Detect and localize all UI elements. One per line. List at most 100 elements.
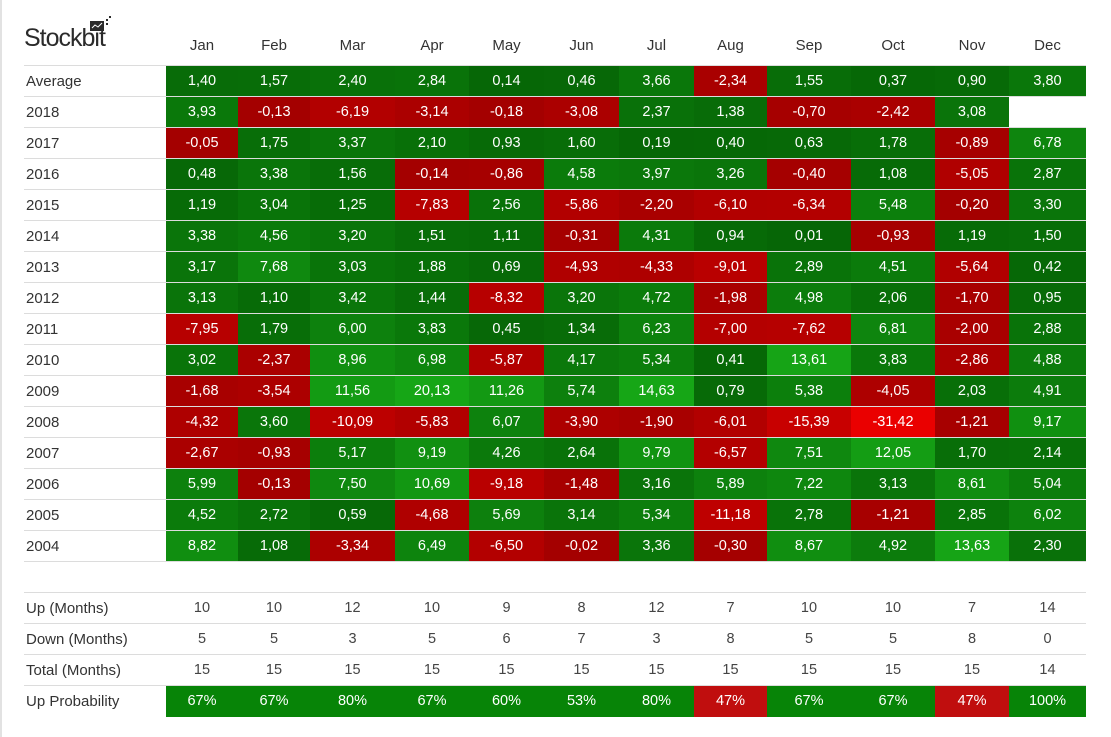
stat-row-cell-mar: 3: [348, 631, 357, 647]
heatmap-row-cell-nov: -2,00: [935, 314, 1009, 345]
heatmap-row-cell-mar: -6,19: [310, 97, 395, 128]
heatmap-row-cell-jul: -1,90: [619, 407, 694, 438]
heatmap-row-cell-jun: -4,93: [544, 252, 619, 283]
heatmap-row-cell-jun: -0,02: [544, 531, 619, 562]
heatmap-row-cell-mar: 1,25: [310, 190, 395, 221]
heatmap-row-cell-jul: 5,34: [619, 345, 694, 376]
heatmap-row-cell-mar: 1,56: [310, 159, 395, 190]
heatmap-row-cell-may: 1,11: [469, 221, 544, 252]
heatmap-row-cell-mar: 6,00: [310, 314, 395, 345]
stockbit-logo: Stockbit: [24, 16, 111, 54]
stat-row-cell-jan: 5: [197, 631, 207, 647]
heatmap-row-cell-jun: -3,90: [544, 407, 619, 438]
heatmap-row-cell-dec: 2,30: [1009, 531, 1086, 562]
heatmap-row-label: 2007: [26, 445, 60, 462]
heatmap-row-cell-feb: 3,60: [238, 407, 310, 438]
heatmap-row-cell-oct: -1,21: [851, 500, 935, 531]
heatmap-row-cell-may: -5,87: [469, 345, 544, 376]
heatmap-row: 2013 3,17 7,68 3,03 1,88 0,69 -4,93 -4,33 -9,01 2…: [24, 251, 1086, 283]
heatmap-row-label: 2013: [26, 259, 60, 276]
heatmap-row-cell-jul: 5,34: [619, 500, 694, 531]
heatmap-row-cell-apr: -7,83: [395, 190, 469, 221]
heatmap-row-cell-dec: 1,50: [1009, 221, 1086, 252]
heatmap-row-cell-feb: -0,93: [238, 438, 310, 469]
up-probability-row: Up Probability 67% 67% 80% 67% 60% 53% 80% 47% 67…: [24, 685, 1086, 717]
heatmap-row-cell-nov: 3,08: [935, 97, 1009, 128]
heatmap-row: 2010 3,02 -2,37 8,96 6,98 -5,87 4,17 5,34 0,41 13…: [24, 344, 1086, 376]
heatmap-row-cell-aug: 1,38: [694, 97, 767, 128]
heatmap-row-cell-jun: 2,64: [544, 438, 619, 469]
heatmap-row-cell-jul: 3,16: [619, 469, 694, 500]
heatmap-row-cell-nov: -1,21: [935, 407, 1009, 438]
heatmap-row-cell-aug: -2,34: [694, 66, 767, 97]
heatmap-row-cell-mar: -10,09: [310, 407, 395, 438]
heatmap-row-cell-feb: -3,54: [238, 376, 310, 407]
heatmap-row-cell-oct: -2,42: [851, 97, 935, 128]
heatmap-row-cell-may: 5,69: [469, 500, 544, 531]
up-probability-row-cell-aug: 47%: [694, 686, 767, 717]
heatmap-row-cell-jan: -4,32: [166, 407, 238, 438]
heatmap-row: 2009 -1,68 -3,54 11,56 20,13 11,26 5,74 14,63 0,…: [24, 375, 1086, 407]
heatmap-row-cell-mar: 2,40: [310, 66, 395, 97]
heatmap-row-cell-oct: 4,51: [851, 252, 935, 283]
heatmap-row-cell-aug: -6,57: [694, 438, 767, 469]
heatmap-row-label: 2012: [26, 290, 60, 307]
heatmap-row-cell-oct: 3,83: [851, 345, 935, 376]
stat-row-cell-feb: 15: [265, 662, 283, 678]
heatmap-row-label: 2004: [26, 538, 60, 555]
heatmap-row-cell-jul: 3,66: [619, 66, 694, 97]
heatmap-row-cell-mar: 8,96: [310, 345, 395, 376]
heatmap-row-cell-dec: [1009, 97, 1086, 128]
heatmap-row-label: 2016: [26, 166, 60, 183]
heatmap-row: 2008 -4,32 3,60 -10,09 -5,83 6,07 -3,90 -1,90 -6…: [24, 406, 1086, 438]
stat-row-cell-sep: 10: [800, 600, 818, 616]
heatmap-row-cell-jul: 14,63: [619, 376, 694, 407]
heatmap-row-label: 2005: [26, 507, 60, 524]
heatmap-row-cell-nov: 2,03: [935, 376, 1009, 407]
heatmap-row: 2004 8,82 1,08 -3,34 6,49 -6,50 -0,02 3,36 -0,30…: [24, 530, 1086, 562]
heatmap-row-cell-jun: -3,08: [544, 97, 619, 128]
heatmap-row-cell-jan: 3,93: [166, 97, 238, 128]
up-probability-row-cell-oct: 67%: [851, 686, 935, 717]
header-row-cell-jan: Jan: [189, 37, 215, 54]
heatmap-row-cell-apr: 10,69: [395, 469, 469, 500]
stat-row-cell-may: 15: [498, 662, 515, 678]
up-probability-row-cell-apr: 67%: [395, 686, 469, 717]
heatmap-row-cell-may: -9,18: [469, 469, 544, 500]
heatmap-row-cell-jul: 9,79: [619, 438, 694, 469]
heatmap-row-label: 2011: [26, 321, 59, 338]
heatmap-row-cell-jun: 3,20: [544, 283, 619, 314]
heatmap-row-cell-mar: 3,37: [310, 128, 395, 159]
heatmap-row: 2007 -2,67 -0,93 5,17 9,19 4,26 2,64 9,79 -6,57 7…: [24, 437, 1086, 469]
heatmap-row-cell-feb: 1,79: [238, 314, 310, 345]
stat-row-cell-mar: 12: [344, 600, 361, 616]
heatmap-row-cell-jun: 4,58: [544, 159, 619, 190]
stat-row-cell-jul: 12: [648, 600, 665, 616]
stat-row-cell-oct: 15: [884, 662, 902, 678]
heatmap-row-cell-apr: 9,19: [395, 438, 469, 469]
heatmap-row-cell-oct: 12,05: [851, 438, 935, 469]
heatmap-row-cell-feb: -2,37: [238, 345, 310, 376]
stat-row-cell-feb: 5: [269, 631, 279, 647]
header-row-cell-mar: Mar: [339, 37, 366, 54]
heatmap-row-cell-dec: 3,30: [1009, 190, 1086, 221]
heatmap-row-cell-sep: 0,01: [767, 221, 851, 252]
header-row-cell-dec: Dec: [1034, 37, 1061, 54]
heatmap-row-cell-jan: -2,67: [166, 438, 238, 469]
header-row: Jan Feb Mar Apr May Jun Jul Aug Sep Oct Nov Dec: [24, 30, 1086, 61]
heatmap-row-cell-sep: -7,62: [767, 314, 851, 345]
stat-row-cell-apr: 10: [423, 600, 441, 616]
heatmap-row-cell-apr: 1,88: [395, 252, 469, 283]
heatmap-row-cell-aug: -1,98: [694, 283, 767, 314]
heatmap-row-label: 2017: [26, 135, 60, 152]
heatmap-row-cell-apr: 6,49: [395, 531, 469, 562]
heatmap-row-cell-dec: 6,02: [1009, 500, 1086, 531]
heatmap-row-cell-oct: 2,06: [851, 283, 935, 314]
heatmap-row-cell-jul: 6,23: [619, 314, 694, 345]
heatmap-row-label: 2015: [26, 197, 60, 214]
heatmap-row-cell-mar: 3,03: [310, 252, 395, 283]
heatmap-row-label: 2010: [26, 352, 60, 369]
heatmap-row-cell-oct: 4,92: [851, 531, 935, 562]
heatmap-row-cell-jan: 3,17: [166, 252, 238, 283]
heatmap-row-cell-sep: 4,98: [767, 283, 851, 314]
